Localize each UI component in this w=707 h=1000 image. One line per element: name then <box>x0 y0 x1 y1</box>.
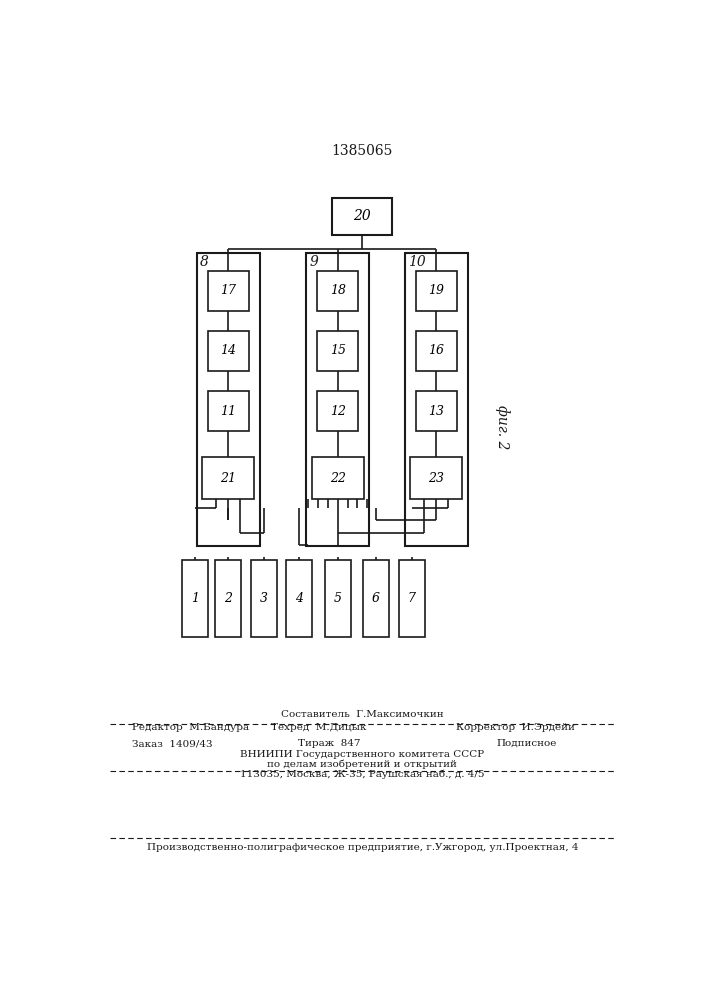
Text: 23: 23 <box>428 472 444 485</box>
Text: ВНИИПИ Государственного комитета СССР: ВНИИПИ Государственного комитета СССР <box>240 750 484 759</box>
Text: Корректор  И.Эрдейи: Корректор И.Эрдейи <box>456 723 575 732</box>
Text: 16: 16 <box>428 344 444 358</box>
Text: 19: 19 <box>428 284 444 297</box>
Text: Техред  М.Дицык: Техред М.Дицык <box>271 723 366 732</box>
Text: 3: 3 <box>259 592 268 605</box>
Text: 20: 20 <box>354 209 371 223</box>
Text: Заказ  1409/43: Заказ 1409/43 <box>132 739 213 748</box>
Text: Производственно-полиграфическое предприятие, г.Ужгород, ул.Проектная, 4: Производственно-полиграфическое предприя… <box>146 843 578 852</box>
Text: Составитель  Г.Максимочкин: Составитель Г.Максимочкин <box>281 710 444 719</box>
Bar <box>416 271 457 311</box>
Text: 10: 10 <box>408 255 426 269</box>
Text: 13: 13 <box>428 405 444 418</box>
Text: фиг. 2: фиг. 2 <box>495 405 510 449</box>
Text: Тираж  847: Тираж 847 <box>298 739 361 748</box>
Text: 5: 5 <box>334 592 341 605</box>
Bar <box>215 560 241 637</box>
Text: по делам изобретений и открытий: по делам изобретений и открытий <box>267 760 457 769</box>
Bar <box>286 560 312 637</box>
Text: 18: 18 <box>329 284 346 297</box>
Bar <box>202 457 254 499</box>
Text: 11: 11 <box>220 405 236 418</box>
Text: Подписное: Подписное <box>496 739 557 748</box>
Text: 14: 14 <box>220 344 236 358</box>
Text: Редактор  М.Бандура: Редактор М.Бандура <box>132 723 250 732</box>
Bar <box>306 253 369 546</box>
Bar <box>317 271 358 311</box>
Bar <box>197 253 259 546</box>
Bar <box>250 560 277 637</box>
Bar <box>410 457 462 499</box>
Text: 7: 7 <box>408 592 416 605</box>
Text: 1: 1 <box>191 592 199 605</box>
Text: 1385065: 1385065 <box>332 144 393 158</box>
Bar <box>182 560 209 637</box>
Text: 21: 21 <box>220 472 236 485</box>
Bar <box>363 560 389 637</box>
Text: 22: 22 <box>329 472 346 485</box>
Bar <box>312 457 363 499</box>
Text: 9: 9 <box>310 255 318 269</box>
Bar <box>317 391 358 431</box>
Bar <box>317 331 358 371</box>
Bar <box>332 198 392 235</box>
Bar <box>325 560 351 637</box>
Text: 4: 4 <box>296 592 303 605</box>
Text: 2: 2 <box>224 592 232 605</box>
Bar <box>416 331 457 371</box>
Bar <box>208 331 249 371</box>
Bar <box>405 253 468 546</box>
Text: 6: 6 <box>372 592 380 605</box>
Bar <box>399 560 425 637</box>
Bar <box>416 391 457 431</box>
Text: 17: 17 <box>220 284 236 297</box>
Text: 15: 15 <box>329 344 346 358</box>
Text: 113035, Москва, Ж-35, Раушская наб., д. 4/5: 113035, Москва, Ж-35, Раушская наб., д. … <box>240 770 484 779</box>
Bar <box>208 271 249 311</box>
Bar <box>208 391 249 431</box>
Text: 8: 8 <box>200 255 209 269</box>
Text: 12: 12 <box>329 405 346 418</box>
